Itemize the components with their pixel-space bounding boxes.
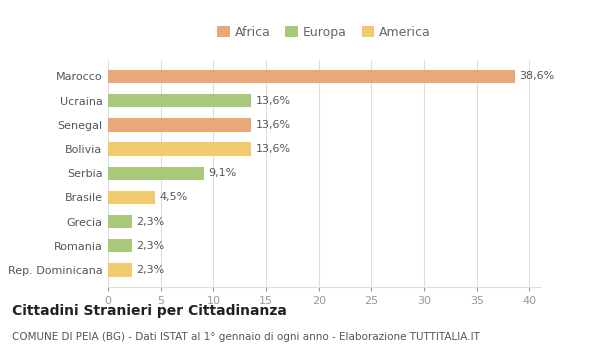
Bar <box>108 142 251 156</box>
Bar <box>108 215 132 228</box>
Bar <box>108 70 515 83</box>
Text: 2,3%: 2,3% <box>136 241 164 251</box>
Text: 9,1%: 9,1% <box>208 168 236 178</box>
Text: 13,6%: 13,6% <box>256 96 290 106</box>
Text: 13,6%: 13,6% <box>256 144 290 154</box>
Text: 13,6%: 13,6% <box>256 120 290 130</box>
Text: COMUNE DI PEIA (BG) - Dati ISTAT al 1° gennaio di ogni anno - Elaborazione TUTTI: COMUNE DI PEIA (BG) - Dati ISTAT al 1° g… <box>12 332 480 343</box>
Text: Cittadini Stranieri per Cittadinanza: Cittadini Stranieri per Cittadinanza <box>12 304 287 318</box>
Text: 2,3%: 2,3% <box>136 265 164 275</box>
Bar <box>108 94 251 107</box>
Bar <box>108 263 132 276</box>
Text: 38,6%: 38,6% <box>519 71 554 82</box>
Text: 4,5%: 4,5% <box>160 193 188 202</box>
Bar <box>108 191 155 204</box>
Text: 2,3%: 2,3% <box>136 217 164 227</box>
Bar <box>108 167 204 180</box>
Bar <box>108 239 132 252</box>
Legend: Africa, Europa, America: Africa, Europa, America <box>212 21 436 44</box>
Bar <box>108 118 251 132</box>
